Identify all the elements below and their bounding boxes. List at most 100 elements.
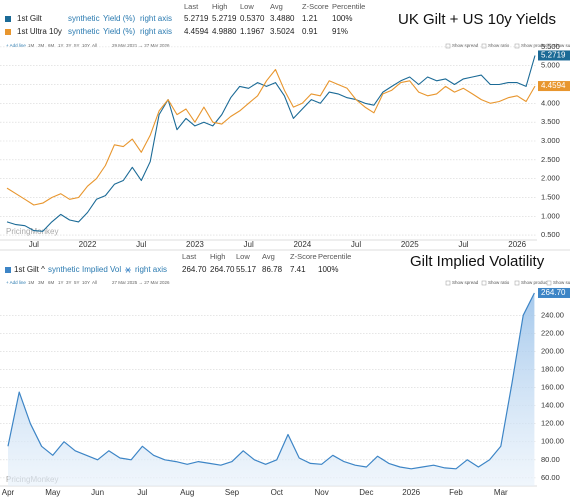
series-source: synthetic <box>48 265 80 274</box>
legend-swatch <box>5 267 11 273</box>
option-label: Show spread <box>452 43 479 48</box>
y-tick-label: 4.000 <box>541 98 560 107</box>
stat-value: 100% <box>332 14 352 23</box>
toolbar-item: 1M <box>28 280 35 285</box>
stat-value: 100% <box>318 265 338 274</box>
stat-value: 7.41 <box>290 265 306 274</box>
toolbar-item: 3M <box>38 43 45 48</box>
option-label: Show product <box>521 280 549 285</box>
option-label: Show sum <box>553 43 570 48</box>
stats-header: Z-Score <box>302 2 329 11</box>
last-value-label: 4.4594 <box>541 81 566 90</box>
option-checkbox <box>546 43 552 49</box>
stat-value: 55.17 <box>236 265 257 274</box>
line <box>6 68 536 206</box>
y-tick-label: 180.00 <box>541 364 564 373</box>
option-checkbox <box>481 43 487 49</box>
x-tick-label: Mar <box>494 488 508 497</box>
x-tick-label: Jul <box>458 240 468 249</box>
x-tick-label: 2022 <box>79 240 97 249</box>
stat-value: 0.91 <box>302 27 318 36</box>
last-value-label: 5.2719 <box>541 51 566 60</box>
option-checkbox <box>514 280 520 286</box>
y-tick-label: 200.00 <box>541 346 564 355</box>
x-tick-label: 2026 <box>508 240 526 249</box>
series-name: 1st Gilt <box>17 14 43 23</box>
toolbar-item: 1M <box>28 43 35 48</box>
stat-value: 3.5024 <box>270 27 295 36</box>
option-label: Show sum <box>553 280 570 285</box>
y-tick-label: 3.500 <box>541 117 560 126</box>
stats-header: Percentile <box>332 2 365 11</box>
x-tick-label: 2025 <box>401 240 419 249</box>
series-axis: right axis <box>135 265 167 274</box>
option-checkbox <box>445 43 451 49</box>
toolbar-item: 1Y <box>58 43 64 48</box>
x-tick-label: Jul <box>137 488 147 497</box>
toolbar-item: 10Y <box>82 43 90 48</box>
stat-value: 1.1967 <box>240 27 265 36</box>
stats-header: Low <box>236 252 250 261</box>
x-tick-label: Jul <box>136 240 146 249</box>
toolbar-item: 3Y <box>66 43 72 48</box>
stats-header: Low <box>240 2 254 11</box>
series-measure: Implied Vol <box>82 265 121 274</box>
legend-swatch <box>5 16 11 22</box>
y-tick-label: 80.00 <box>541 455 560 464</box>
stats-header: Z-Score <box>290 252 317 261</box>
stats-header: Last <box>182 252 197 261</box>
x-tick-label: 2023 <box>186 240 204 249</box>
chart-title: UK Gilt + US 10y Yields <box>398 11 556 28</box>
y-tick-label: 5.000 <box>541 61 560 70</box>
toolbar-item: 3Y <box>66 280 72 285</box>
y-tick-label: 100.00 <box>541 437 564 446</box>
x-tick-label: Jun <box>91 488 104 497</box>
toolbar-item: 1Y <box>58 280 64 285</box>
x-tick-label: Apr <box>2 488 15 497</box>
series-name: 1st Ultra 10y <box>17 27 62 36</box>
series-axis: right axis <box>140 14 172 23</box>
stats-header: Avg <box>262 252 275 261</box>
toolbar-item: 29 Mar 2021 → 27 Mar 2026 <box>112 43 170 48</box>
stat-value: 4.4594 <box>184 27 209 36</box>
last-value-badge <box>538 81 570 92</box>
line <box>7 292 535 470</box>
toolbar-item: 6M <box>48 43 55 48</box>
toolbar-item: 27 Mar 2025 → 27 Mar 2026 <box>112 280 170 285</box>
toolbar-item: + Add line <box>6 43 26 48</box>
line <box>6 55 536 232</box>
option-checkbox <box>546 280 552 286</box>
stat-value: 5.2719 <box>184 14 209 23</box>
x-tick-label: Dec <box>359 488 373 497</box>
stat-value: 3.4880 <box>270 14 295 23</box>
y-tick-label: 2.000 <box>541 174 560 183</box>
y-tick-label: 1.500 <box>541 192 560 201</box>
y-tick-label: 2.500 <box>541 155 560 164</box>
toolbar-item: 3M <box>38 280 45 285</box>
toolbar-item: 5Y <box>74 280 80 285</box>
option-label: Show spread <box>452 280 479 285</box>
last-value-badge <box>538 50 570 61</box>
toolbar-item: All <box>92 43 97 48</box>
stat-value: 4.9880 <box>212 27 237 36</box>
y-tick-label: 240.00 <box>541 310 564 319</box>
y-tick-label: 3.000 <box>541 136 560 145</box>
stat-value: 91% <box>332 27 348 36</box>
last-value-badge <box>538 287 570 298</box>
stat-value: 0.5370 <box>240 14 265 23</box>
y-tick-label: 0.500 <box>541 230 560 239</box>
option-label: Show ratio <box>488 43 510 48</box>
y-tick-label: 220.00 <box>541 328 564 337</box>
y-tick-label: 140.00 <box>541 401 564 410</box>
series-source: synthetic <box>68 27 100 36</box>
option-label: Show product <box>521 43 549 48</box>
option-checkbox <box>514 43 520 49</box>
x-tick-label: May <box>45 488 60 497</box>
x-tick-label: Jul <box>29 240 39 249</box>
x-tick-label: 2024 <box>293 240 311 249</box>
area <box>8 293 535 486</box>
x-tick-label: Aug <box>180 488 194 497</box>
toolbar-item: + Add line <box>6 280 26 285</box>
stat-value: 86.78 <box>262 265 283 274</box>
